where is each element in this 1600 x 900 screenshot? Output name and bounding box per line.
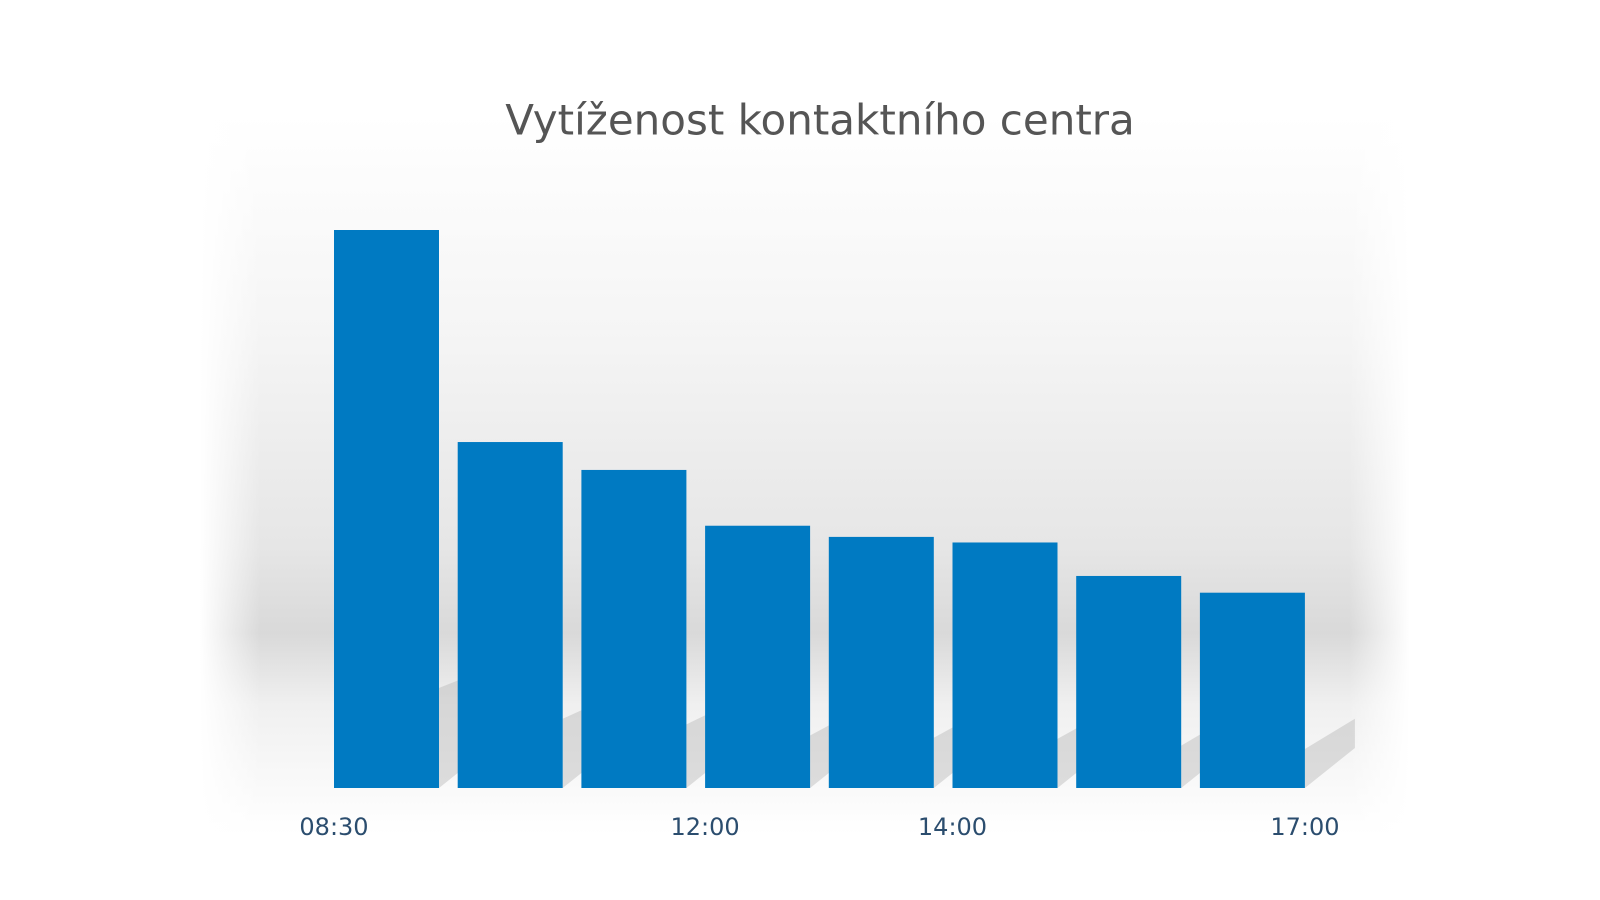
bar (1199, 592, 1305, 788)
x-tick-label: 14:00 (918, 813, 987, 841)
x-tick-label: 17:00 (1270, 813, 1339, 841)
bar (828, 536, 934, 788)
bar (457, 442, 563, 788)
bar (705, 525, 811, 788)
bar (1076, 575, 1182, 788)
x-tick-label: 08:30 (299, 813, 368, 841)
bar (581, 469, 687, 788)
bar (334, 230, 439, 788)
bar (952, 542, 1058, 788)
chart-title: Vytíženost kontaktního centra (505, 96, 1135, 145)
bar-shadow (1304, 718, 1355, 788)
x-tick-label: 12:00 (671, 813, 740, 841)
